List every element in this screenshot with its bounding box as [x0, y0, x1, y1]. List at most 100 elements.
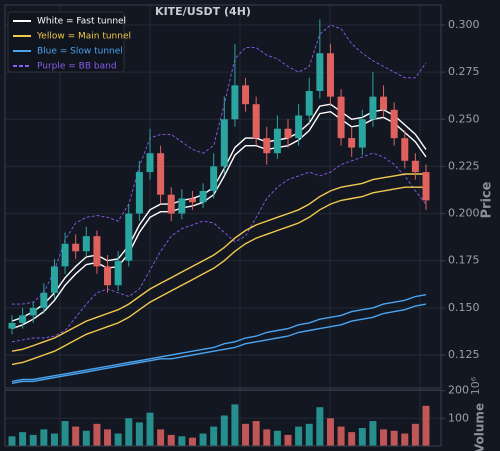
candle-body — [242, 85, 250, 105]
volume-bar — [50, 433, 58, 446]
line-lower — [11, 110, 427, 330]
candle-body — [358, 119, 366, 148]
line-upper — [11, 294, 427, 383]
volume-bar — [8, 436, 16, 446]
volume-bar — [263, 429, 271, 446]
line-lower — [11, 152, 427, 343]
candle-body — [411, 160, 419, 173]
candle-body — [93, 236, 101, 267]
volume-bar — [178, 436, 186, 446]
volume-bar — [401, 433, 409, 446]
legend: White = Fast tunnel Yellow = Main tunnel B… — [7, 11, 131, 73]
candle-body — [401, 138, 409, 161]
candle-body — [8, 322, 16, 329]
candle-body — [135, 172, 143, 214]
y-tick-label: 0.150 — [448, 301, 480, 314]
line-lower — [11, 186, 426, 366]
volume-bar — [146, 412, 154, 446]
y-tick-label: 0.225 — [448, 159, 480, 172]
candle-body — [167, 194, 175, 214]
volume-bar — [29, 434, 37, 446]
volume-bar — [284, 434, 292, 446]
candle-body — [19, 315, 27, 323]
candle-body — [61, 243, 69, 267]
candle-body — [422, 172, 430, 201]
candle-body — [220, 119, 228, 167]
volume-bar — [305, 423, 313, 446]
volume-bar — [273, 430, 281, 446]
candle-body — [178, 198, 186, 214]
candle-body — [295, 115, 303, 139]
volume-bar — [337, 426, 345, 446]
volume-bar — [411, 423, 419, 446]
y-tick-label: 200 — [448, 384, 469, 397]
volume-bar — [242, 423, 250, 446]
legend-label: Yellow = Main tunnel — [36, 32, 131, 42]
legend-label: Purple = BB band — [37, 62, 117, 72]
volume-bar — [125, 418, 133, 446]
volume-bar — [72, 426, 80, 446]
candle-body — [273, 128, 281, 154]
volume-bar — [61, 421, 69, 446]
volume-bar — [380, 429, 388, 446]
line-upper — [11, 173, 426, 352]
volume-bar — [348, 432, 356, 446]
y-tick-label: 0.300 — [448, 18, 480, 31]
candle-body — [263, 138, 271, 154]
y-tick-label: 0.250 — [448, 112, 480, 125]
volume-bar — [369, 421, 377, 446]
y-tick-label: 0.175 — [448, 254, 480, 267]
candle-body — [188, 198, 196, 203]
volume-scale-label: 10⁶ — [469, 376, 482, 395]
volume-bar — [40, 429, 48, 446]
price-frame — [4, 4, 442, 389]
volume-bar — [135, 422, 143, 446]
line-lower — [11, 303, 427, 384]
volume-bar — [316, 407, 324, 446]
candle-body — [305, 90, 313, 116]
volume-bar — [167, 434, 175, 446]
y-tick-label: 0.200 — [448, 207, 480, 220]
volume-bar — [93, 423, 101, 446]
line-upper — [11, 103, 427, 322]
volume-axis-label: Volume — [473, 403, 487, 451]
candle-body — [125, 213, 133, 261]
candle-body — [390, 109, 398, 139]
volume-bar — [390, 430, 398, 446]
legend-box — [7, 11, 125, 73]
candle-body — [104, 266, 112, 286]
volume-bar — [358, 427, 366, 446]
chart-title: KITE/USDT (4H) — [155, 5, 251, 18]
volume-bar — [114, 433, 122, 446]
candle-body — [157, 153, 165, 195]
volume-bar — [210, 426, 218, 446]
volume-bar — [104, 429, 112, 446]
y-tick-label: 0.275 — [448, 65, 480, 78]
volume-bar — [19, 432, 27, 446]
y-axis-label: Price — [480, 181, 495, 218]
candle-body — [50, 266, 58, 293]
volume-bar — [199, 433, 207, 446]
y-tick-label: 0.125 — [448, 348, 480, 361]
candle-body — [146, 153, 154, 173]
candle-body — [337, 96, 345, 139]
candle-body — [326, 53, 334, 97]
candle-body — [348, 138, 356, 148]
candle-body — [284, 128, 292, 139]
candle-body — [114, 260, 122, 286]
volume-bar — [188, 437, 196, 446]
legend-label: White = Fast tunnel — [37, 17, 126, 27]
candle-body — [316, 53, 324, 91]
y-tick-label: 100 — [448, 411, 469, 424]
candle-body — [82, 236, 90, 252]
candle-body — [199, 190, 207, 203]
volume-bar — [326, 418, 334, 446]
candle-body — [72, 243, 80, 252]
candle-body — [231, 85, 239, 120]
volume-bar — [422, 405, 430, 446]
volume-bar — [82, 430, 90, 446]
volume-bar — [295, 426, 303, 446]
